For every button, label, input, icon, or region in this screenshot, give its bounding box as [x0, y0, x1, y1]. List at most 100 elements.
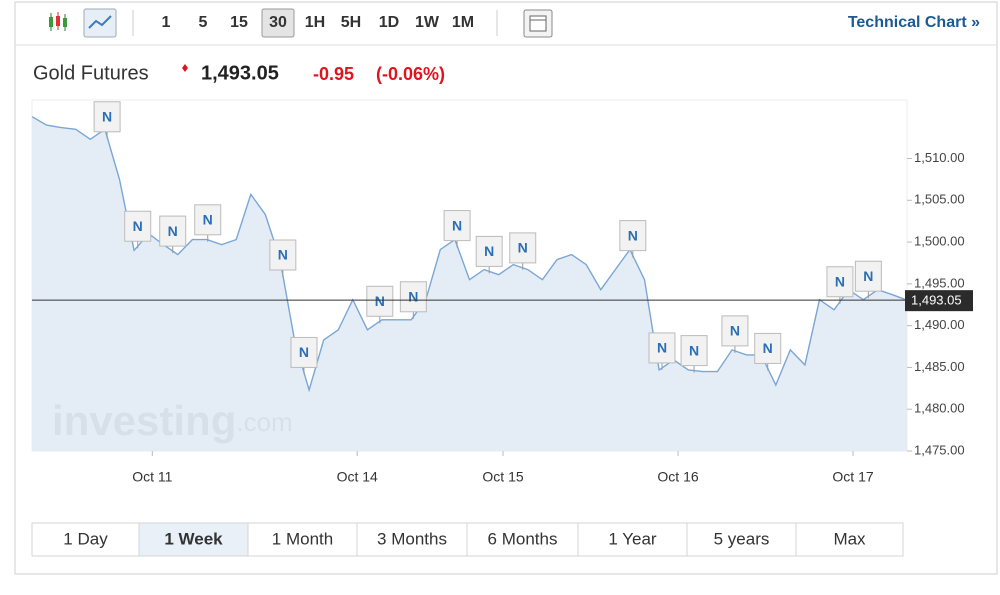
news-box: [290, 336, 318, 368]
interval-button[interactable]: 1W: [415, 14, 440, 31]
news-box: [826, 266, 854, 298]
range-button[interactable]: 5 years: [714, 529, 770, 548]
interval-button[interactable]: 1D: [379, 14, 399, 31]
range-button[interactable]: Max: [833, 529, 866, 548]
range-button[interactable]: 1 Month: [272, 529, 333, 548]
news-box: [399, 281, 427, 313]
range-button-bg[interactable]: [795, 522, 904, 557]
interval-button[interactable]: 5H: [341, 14, 361, 31]
x-tick-label: Oct 11: [132, 469, 172, 485]
icon-part: [63, 18, 67, 27]
news-marker[interactable]: N: [854, 260, 882, 299]
news-marker[interactable]: N: [443, 210, 471, 248]
y-tick-label: 1,485.00: [914, 359, 965, 374]
range-button[interactable]: 3 Months: [377, 529, 447, 548]
interval-button[interactable]: 1: [162, 14, 171, 31]
y-tick-label: 1,500.00: [914, 234, 965, 249]
news-box: [93, 101, 121, 133]
news-label: N: [299, 344, 309, 360]
area-fill: [32, 116, 907, 451]
range-button-bg[interactable]: [466, 522, 579, 557]
range-button[interactable]: 1 Week: [164, 529, 223, 548]
news-label: N: [518, 240, 528, 256]
technical-chart-link[interactable]: Technical Chart »: [848, 14, 980, 31]
news-box: [648, 332, 676, 364]
x-tick-label: Oct 14: [337, 469, 378, 485]
news-marker[interactable]: N: [680, 335, 708, 373]
news-box: [159, 215, 187, 247]
line-icon[interactable]: [83, 8, 117, 38]
range-button-bg[interactable]: [31, 522, 140, 557]
news-marker[interactable]: N: [159, 215, 187, 254]
news-marker[interactable]: N: [509, 232, 537, 270]
news-label: N: [168, 223, 178, 239]
last-price-box: [905, 290, 973, 312]
range-button[interactable]: 1 Day: [63, 529, 108, 548]
y-tick-label: 1,510.00: [914, 150, 965, 165]
interval-button[interactable]: 5: [199, 14, 208, 31]
y-tick-label: 1,480.00: [914, 401, 965, 416]
interval-button[interactable]: 15: [230, 14, 248, 31]
interval-button[interactable]: 1M: [452, 14, 474, 31]
icon-part: [88, 15, 112, 29]
y-tick-label: 1,490.00: [914, 317, 965, 332]
news-marker[interactable]: N: [399, 281, 427, 319]
news-box: [194, 204, 222, 236]
news-label: N: [203, 212, 213, 228]
interval-button[interactable]: 30: [269, 14, 287, 31]
news-box: [366, 285, 394, 317]
news-marker[interactable]: N: [269, 239, 297, 277]
news-marker[interactable]: N: [194, 204, 222, 242]
news-marker[interactable]: N: [366, 285, 394, 324]
news-label: N: [375, 293, 385, 309]
y-tick-label: 1,505.00: [914, 192, 965, 207]
price-change: -0.95: [313, 64, 354, 84]
x-tick-label: Oct 15: [482, 469, 523, 485]
news-marker[interactable]: N: [93, 101, 121, 139]
news-box: [269, 239, 297, 271]
news-label: N: [133, 218, 143, 234]
range-button[interactable]: 1 Year: [608, 529, 657, 548]
news-label: N: [835, 273, 845, 289]
news-marker[interactable]: N: [721, 315, 749, 353]
last-price-label: 1,493.05: [911, 293, 962, 308]
news-marker[interactable]: N: [826, 266, 854, 304]
y-tick-label: 1,475.00: [914, 442, 965, 457]
range-button-bg[interactable]: [686, 522, 797, 557]
range-button-bg[interactable]: [138, 522, 249, 557]
news-box: [124, 210, 152, 242]
news-label: N: [102, 108, 112, 124]
icon-part: [529, 15, 547, 32]
news-marker[interactable]: N: [124, 210, 152, 249]
news-box: [854, 260, 882, 292]
news-label: N: [863, 268, 873, 284]
last-price: 1,493.05: [201, 62, 279, 84]
instrument-title: Gold Futures: [33, 62, 149, 84]
news-marker[interactable]: N: [475, 235, 503, 274]
news-marker[interactable]: N: [754, 332, 782, 371]
icon-part: [56, 16, 60, 26]
news-marker[interactable]: N: [619, 220, 647, 258]
icon-part: [49, 17, 53, 27]
interval-selected: [261, 8, 295, 38]
range-button-bg[interactable]: [577, 522, 688, 557]
controls: 1 5 15 30 1H 5H 1D 1W 1M1 Day 1 Week 1 Month 3 Mont…: [31, 8, 904, 557]
news-label: N: [689, 342, 699, 358]
x-tick-label: Oct 17: [832, 469, 873, 485]
news-marker[interactable]: N: [290, 336, 318, 375]
news-label: N: [278, 247, 288, 263]
news-label: N: [730, 323, 740, 339]
news-marker[interactable]: N: [648, 332, 676, 370]
candle-icon[interactable]: [49, 12, 67, 31]
news-label: N: [452, 217, 462, 233]
down-indicator: [182, 64, 188, 72]
news-label: N: [763, 340, 773, 356]
range-button-bg[interactable]: [356, 522, 468, 557]
calendar-icon[interactable]: [523, 9, 553, 38]
news-box: [680, 335, 708, 367]
price-change-percent: (-0.06%): [376, 64, 445, 84]
interval-button[interactable]: 1H: [305, 14, 325, 31]
range-button[interactable]: 6 Months: [488, 529, 558, 548]
